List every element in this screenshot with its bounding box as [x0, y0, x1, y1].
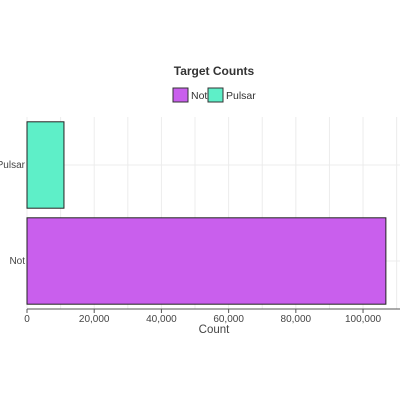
x-tick-label: 80,000 [281, 314, 312, 325]
legend-swatch-not [172, 87, 189, 103]
bar-pulsar [26, 121, 65, 209]
x-tick-label: 60,000 [213, 314, 244, 325]
x-axis-title: Count [199, 324, 230, 336]
chart-title: Target Counts [174, 64, 255, 78]
bars [26, 121, 387, 305]
legend-label-pulsar: Pulsar [226, 90, 256, 102]
legend-label-not: Not [191, 90, 207, 102]
x-tick-label: 20,000 [79, 314, 110, 325]
x-tick-label: 100,000 [345, 314, 382, 325]
axes: Not Pulsar 0 20,000 40,000 60,000 80,000 100,00… [0, 160, 400, 325]
y-tick-label: Pulsar [0, 160, 26, 171]
bar-not [26, 217, 387, 305]
legend-swatch-pulsar [207, 87, 224, 103]
legend: Not Pulsar [172, 87, 256, 103]
y-tick-label: Not [9, 256, 25, 267]
x-tick-label: 0 [24, 314, 30, 325]
x-tick-label: 40,000 [146, 314, 177, 325]
